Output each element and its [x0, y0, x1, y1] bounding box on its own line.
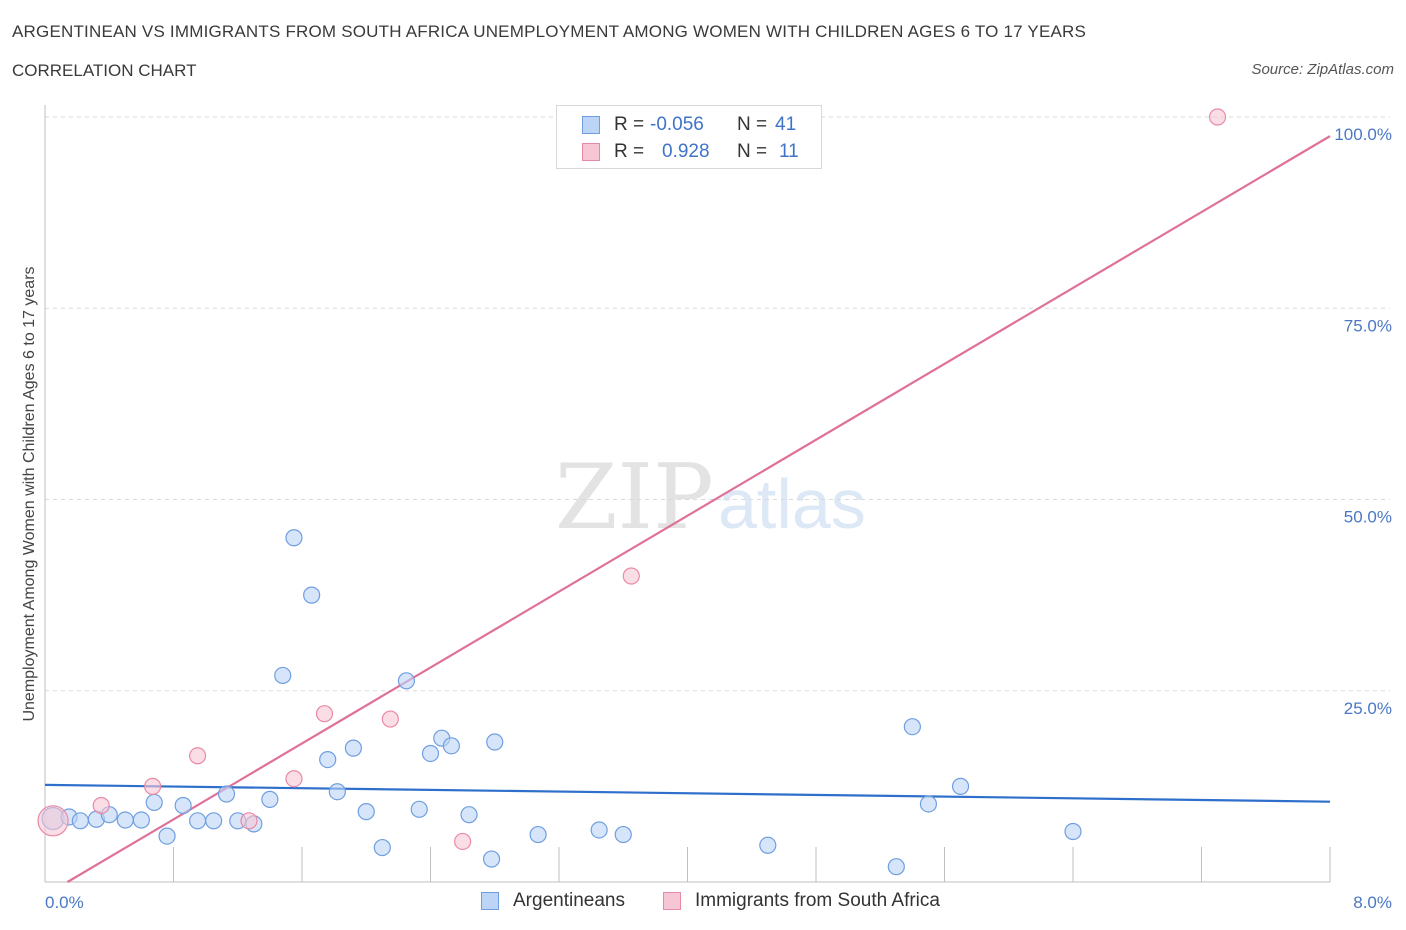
stats-legend: R = -0.056 N = 41 R = 0.928 N = 11: [556, 105, 822, 169]
watermark: ZIP atlas: [555, 445, 866, 550]
point-argentineans: [71, 812, 89, 830]
point-immigrants: [285, 770, 303, 788]
point-argentineans: [373, 838, 391, 857]
point-argentineans: [174, 796, 192, 815]
n-value: 11: [779, 141, 799, 162]
stats-swatch-blue: [582, 116, 600, 134]
point-immigrants: [315, 705, 334, 723]
point-immigrants: [622, 567, 640, 585]
point-immigrants: [188, 747, 207, 765]
point-immigrants: [381, 710, 399, 728]
point-argentineans: [421, 744, 440, 763]
stats-swatch-pink: [582, 143, 600, 161]
watermark-atlas: atlas: [718, 465, 866, 543]
trend-line-immigrants: [66, 135, 1331, 883]
point-argentineans: [116, 811, 134, 829]
point-argentineans: [319, 750, 337, 769]
point-immigrants: [240, 812, 258, 830]
watermark-zip: ZIP: [555, 445, 714, 550]
point-argentineans: [887, 858, 905, 876]
point-argentineans: [303, 586, 321, 604]
r-value: -0.056: [650, 114, 704, 135]
r-label: R =: [614, 141, 645, 162]
point-argentineans: [529, 825, 547, 844]
point-argentineans: [158, 827, 176, 845]
point-argentineans: [357, 803, 375, 821]
x-tick-label: 8.0%: [1353, 893, 1392, 912]
legend-swatch-blue: [481, 892, 499, 910]
axes: [44, 105, 1331, 883]
y-tick-label: 25.0%: [1344, 699, 1392, 718]
gridlines: [45, 116, 1390, 692]
point-immigrants: [144, 777, 162, 795]
point-immigrants: [92, 796, 110, 815]
point-argentineans: [397, 672, 416, 690]
point-argentineans: [285, 529, 303, 547]
point-argentineans: [1064, 822, 1082, 841]
point-argentineans: [590, 821, 608, 839]
point-argentineans: [410, 800, 428, 818]
legend-swatch-pink: [663, 892, 681, 910]
point-argentineans: [328, 783, 346, 801]
point-argentineans: [145, 793, 163, 812]
trend-line-argentineans: [44, 783, 1331, 803]
point-argentineans: [261, 790, 279, 808]
x-tick-label: 0.0%: [45, 893, 84, 912]
point-argentineans: [482, 850, 501, 868]
point-argentineans: [486, 733, 504, 751]
n-label: N =: [737, 141, 768, 162]
point-immigrants: [1208, 108, 1227, 126]
point-argentineans: [205, 812, 223, 830]
n-label: N =: [737, 114, 768, 135]
point-argentineans: [759, 836, 777, 854]
point-argentineans: [344, 739, 362, 757]
point-argentineans: [903, 718, 921, 736]
point-argentineans: [274, 666, 292, 685]
r-label: R =: [614, 114, 645, 135]
y-axis-label: Unemployment Among Women with Children A…: [21, 266, 38, 721]
point-immigrants: [454, 832, 472, 851]
y-tick-label: 50.0%: [1344, 508, 1392, 527]
tick-labels: 25.0% 50.0% 75.0% 100.0% 0.0% 8.0%: [45, 125, 1392, 912]
point-argentineans: [460, 806, 478, 824]
r-value: 0.928: [662, 141, 710, 162]
source-label: Source: ZipAtlas.com: [1251, 61, 1394, 78]
point-argentineans: [217, 785, 236, 803]
legend-label: Immigrants from South Africa: [695, 890, 940, 911]
data-points: [37, 108, 1227, 876]
point-argentineans: [188, 812, 207, 830]
legend-label: Argentineans: [513, 890, 625, 911]
chart-title: ARGENTINEAN VS IMMIGRANTS FROM SOUTH AFR…: [12, 22, 1087, 41]
point-argentineans: [919, 795, 938, 813]
point-argentineans: [132, 811, 150, 829]
trend-lines: [44, 135, 1331, 883]
n-value: 41: [775, 114, 797, 135]
y-tick-label: 75.0%: [1344, 316, 1392, 335]
chart-subtitle: CORRELATION CHART: [12, 61, 197, 80]
point-argentineans: [614, 825, 632, 844]
point-immigrants: [37, 805, 69, 837]
y-tick-label: 100.0%: [1334, 125, 1392, 144]
point-argentineans: [951, 777, 970, 795]
point-argentineans: [442, 737, 460, 755]
